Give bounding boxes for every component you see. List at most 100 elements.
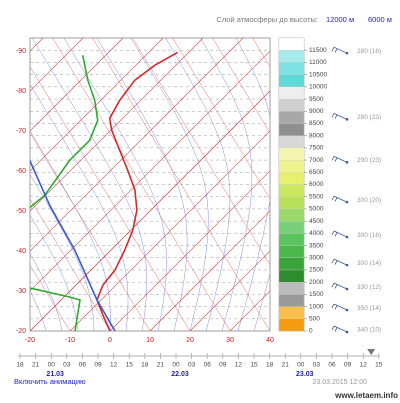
layer-option[interactable]: 12000 м: [326, 15, 354, 24]
altitude-label: 500: [309, 316, 320, 323]
hour-label: 21: [157, 362, 165, 369]
hour-label: 00: [172, 362, 180, 369]
isotherm-label: -80: [16, 88, 26, 95]
dry-adiabat: [30, 132, 151, 331]
plot-area: [0, 38, 270, 331]
hour-label: 18: [141, 362, 149, 369]
altitude-cell: [278, 172, 305, 185]
isotherm: [30, 38, 164, 172]
hour-label: 21: [32, 362, 40, 369]
layer-option[interactable]: 6000 м: [368, 15, 392, 24]
altitude-label: 2000: [309, 279, 324, 286]
x-tick-label: 0: [108, 337, 112, 344]
altitude-label: 7000: [309, 157, 324, 164]
x-tick-label: -20: [25, 337, 35, 344]
hour-label: 03: [63, 362, 71, 369]
moist-adiabat: [30, 130, 111, 331]
altitude-label: 3500: [309, 242, 324, 249]
altitude-cell: [278, 62, 305, 75]
dry-adiabat: [92, 38, 270, 331]
x-tick-label: 30: [226, 337, 234, 344]
moist-adiabat: [30, 252, 63, 331]
wind-dot: [345, 235, 349, 239]
wind-label: 290 (23): [357, 157, 381, 164]
hour-label: 12: [110, 362, 118, 369]
altitude-label: 7500: [309, 145, 324, 152]
isotherm: [30, 38, 244, 252]
altitude-cell: [278, 245, 305, 258]
moist-adiabat: [31, 38, 148, 331]
wind-label: 300 (16): [357, 232, 381, 239]
wind-dot: [345, 330, 349, 334]
altitude-label: 2500: [309, 267, 324, 274]
wind-barb: [331, 112, 348, 120]
moist-adiabat: [30, 173, 95, 331]
sounding-line: [96, 51, 178, 331]
dry-adiabat: [212, 38, 270, 134]
isotherm-label: -90: [16, 48, 26, 55]
altitude-label: 0: [309, 328, 313, 335]
wind-dot: [345, 308, 349, 312]
altitude-label: 10000: [309, 84, 327, 91]
hour-label: 18: [266, 362, 274, 369]
current-time-marker[interactable]: [367, 349, 376, 355]
wind-barb: [331, 155, 348, 163]
altitude-label: 6000: [309, 181, 324, 188]
wind-label: 300 (14): [357, 260, 381, 267]
sounding-line: [30, 159, 116, 331]
altitude-cell: [278, 318, 305, 332]
moist-adiabat: [200, 38, 253, 331]
isotherm: [30, 50, 270, 292]
date-label: 21.03: [46, 371, 64, 378]
x-tick-label: 40: [266, 337, 274, 344]
altitude-cell: [278, 282, 305, 295]
altitude-label: 3000: [309, 254, 324, 261]
altitude-cell: [278, 98, 305, 112]
wind-label: 280 (16): [357, 48, 381, 55]
moist-adiabat: [253, 272, 270, 331]
hour-label: 09: [344, 362, 352, 369]
isotherm: [30, 90, 270, 331]
altitude-label: 11000: [309, 59, 327, 66]
altitude-cell: [278, 196, 305, 210]
watermark: www.letaem.info: [334, 391, 398, 400]
hour-label: 21: [282, 362, 290, 369]
moist-adiabat: [0, 38, 14, 331]
altitude-label: 1500: [309, 291, 324, 298]
hour-label: 12: [360, 362, 368, 369]
timestamp: 23.03.2015 12:00: [313, 379, 368, 386]
wind-barb: [331, 325, 348, 333]
hour-label: 18: [16, 362, 24, 369]
wind-label: 280 (23): [357, 114, 381, 121]
altitude-cell: [278, 50, 305, 63]
altitude-cell: [278, 147, 305, 161]
hour-label: 12: [235, 362, 243, 369]
wind-barb: [331, 195, 348, 203]
hour-label: 15: [375, 362, 383, 369]
wind-barb: [331, 258, 348, 266]
altitude-cell: [278, 111, 305, 124]
moist-adiabat: [235, 38, 270, 331]
altitude-cell: [278, 37, 305, 51]
animation-link[interactable]: Включить анимацию: [14, 377, 86, 386]
isotherm-label: -20: [16, 328, 26, 335]
wind-barb: [331, 303, 348, 311]
moist-adiabat: [130, 38, 209, 331]
dry-adiabat: [30, 264, 71, 331]
moist-adiabat: [30, 214, 79, 331]
hour-label: 06: [204, 362, 212, 369]
sounding-line: [30, 55, 99, 331]
wind-barb: [331, 46, 348, 54]
hour-label: 15: [250, 362, 258, 369]
hour-label: 03: [313, 362, 321, 369]
altitude-label: 11500: [309, 47, 327, 54]
dry-adiabat: [172, 38, 270, 200]
altitude-label: 9000: [309, 108, 324, 115]
hour-label: 06: [328, 362, 336, 369]
altitude-cell: [278, 86, 305, 100]
date-label: 22.03: [171, 371, 189, 378]
wind-dot: [345, 118, 349, 121]
moist-adiabat: [30, 83, 129, 331]
dry-adiabat: [30, 66, 191, 331]
